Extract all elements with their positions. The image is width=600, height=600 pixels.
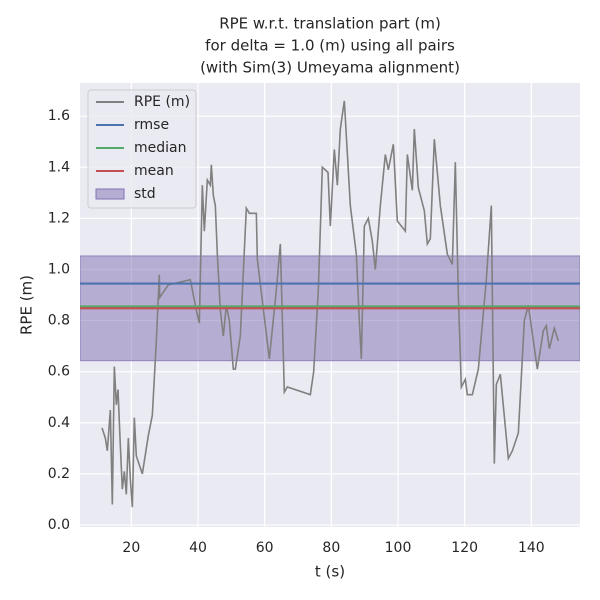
y-tick-label: 0.4 <box>48 415 70 431</box>
x-tick-label: 20 <box>122 540 140 556</box>
x-tick-label: 60 <box>256 540 274 556</box>
legend-swatch <box>95 188 125 200</box>
y-tick-label: 1.2 <box>48 210 70 226</box>
legend-label: rmse <box>134 117 169 133</box>
legend-label: median <box>134 140 186 156</box>
x-tick-label: 120 <box>451 540 478 556</box>
x-tick-label: 140 <box>518 540 545 556</box>
plot-content <box>80 100 580 508</box>
x-tick-label: 40 <box>189 540 207 556</box>
legend-box <box>87 89 197 209</box>
y-axis-label: RPE (m) <box>18 275 36 335</box>
x-axis-label: t (s) <box>315 563 345 581</box>
legend-label: RPE (m) <box>134 94 190 110</box>
chart-title: RPE w.r.t. translation part (m) <box>219 15 441 33</box>
y-tick-label: 1.4 <box>48 159 70 175</box>
chart-title: (with Sim(3) Umeyama alignment) <box>200 59 460 77</box>
x-tick-label: 80 <box>322 540 340 556</box>
data-line <box>101 100 560 508</box>
y-tick-label: 1.6 <box>48 108 70 124</box>
legend-label: mean <box>134 163 174 179</box>
y-tick-label: 0.6 <box>48 364 70 380</box>
y-tick-label: 0.2 <box>48 466 70 482</box>
y-tick-label: 1.0 <box>48 261 70 277</box>
x-tick-label: 100 <box>385 540 412 556</box>
y-tick-label: 0.0 <box>48 517 70 533</box>
chart-title: for delta = 1.0 (m) using all pairs <box>205 37 455 55</box>
legend-label: std <box>134 186 156 202</box>
y-tick-label: 0.8 <box>48 313 70 329</box>
